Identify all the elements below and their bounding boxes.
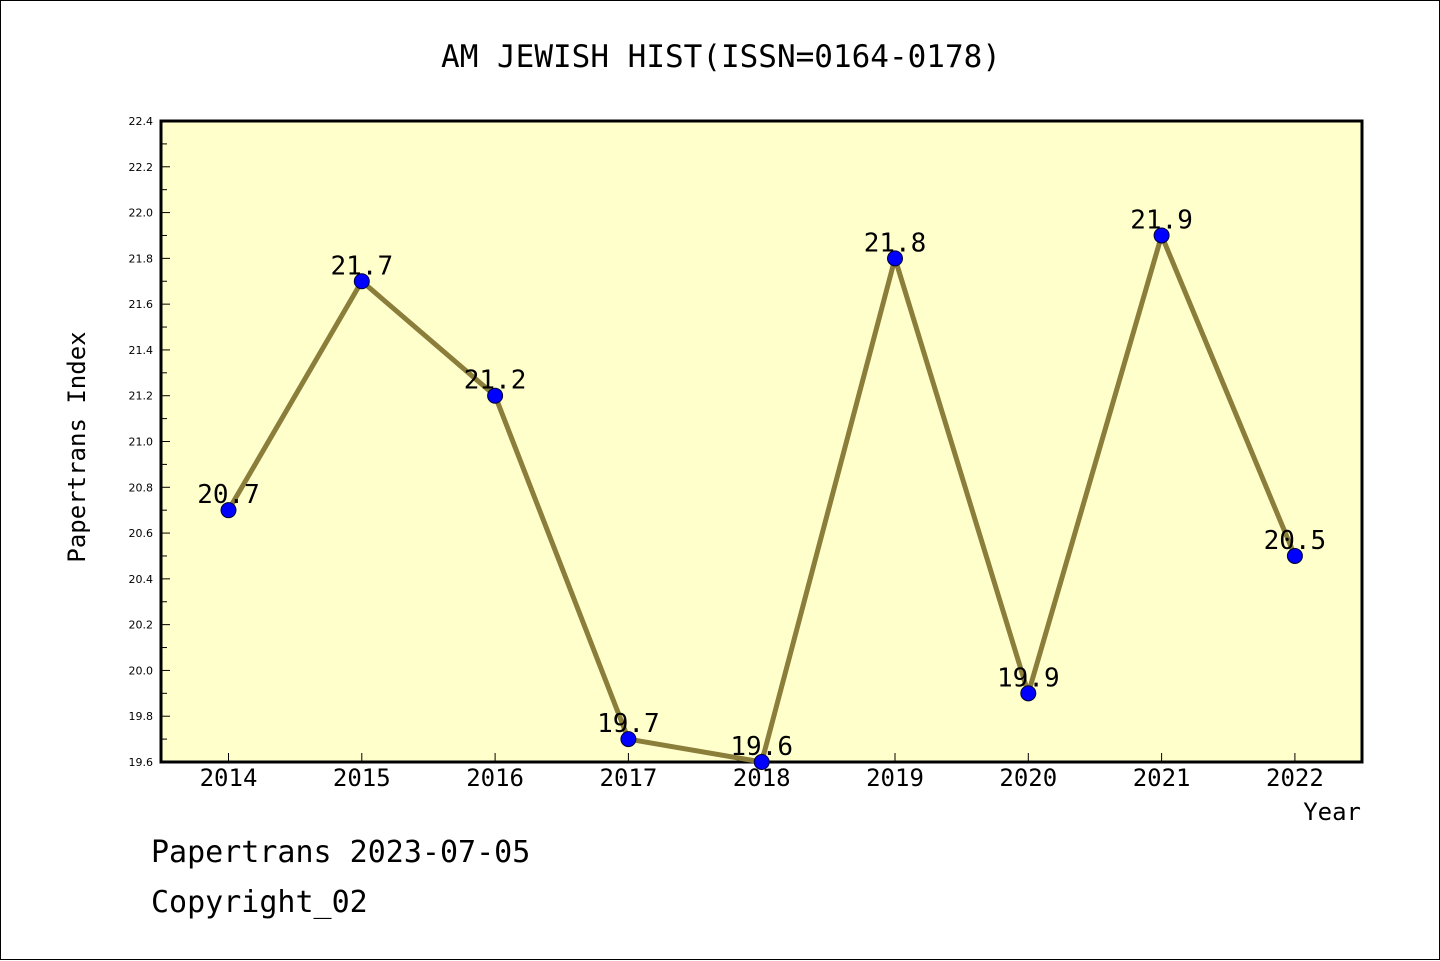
data-label: 19.7: [597, 709, 660, 739]
data-labels: 20.7 21.7 21.2 19.7 19.6 21.8 19.9 21.9 20.5: [197, 205, 1326, 762]
data-point: [487, 387, 504, 404]
data-point: [353, 273, 370, 290]
x-axis: 2014 2015 2016 2017 2018 2019 2020 2021 2022: [200, 753, 1324, 792]
data-point: [220, 502, 237, 519]
data-label: 21.9: [1130, 205, 1193, 235]
data-label: 20.5: [1264, 526, 1327, 556]
footer-date-text: Papertrans 2023-07-05: [151, 835, 531, 870]
y-tick-label: 22.0: [129, 207, 154, 220]
y-axis-title: Papertrans Index: [63, 331, 91, 562]
y-tick-label: 19.6: [129, 756, 154, 769]
footer-copyright-text: Copyright_02: [151, 885, 368, 920]
y-tick-label: 21.2: [129, 390, 154, 403]
data-point: [1286, 547, 1303, 564]
y-tick-label: 20.4: [129, 573, 154, 586]
y-tick-label: 20.6: [129, 527, 154, 540]
x-tick-label: 2017: [600, 764, 658, 792]
data-label: 19.6: [730, 732, 793, 762]
y-tick-label: 22.4: [129, 115, 154, 128]
x-axis-title: Year: [1303, 798, 1361, 826]
x-tick-label: 2014: [200, 764, 258, 792]
x-tick-label: 2020: [999, 764, 1057, 792]
data-point: [620, 731, 637, 748]
data-label: 20.7: [197, 480, 260, 510]
data-point: [1153, 227, 1170, 244]
x-tick-label: 2019: [866, 764, 924, 792]
data-label: 19.9: [997, 663, 1060, 693]
y-tick-label: 20.2: [129, 619, 154, 632]
x-tick-label: 2016: [466, 764, 524, 792]
y-tick-label: 20.0: [129, 664, 154, 677]
y-tick-label: 22.2: [129, 161, 154, 174]
y-tick-label: 20.8: [129, 481, 154, 494]
data-label: 21.7: [330, 251, 393, 281]
y-axis: 19.6 19.8 20.0 20.2 20.4 20.6 20.8 21.0 21.2 21.4…: [129, 115, 170, 769]
x-tick-label: 2021: [1133, 764, 1191, 792]
y-tick-label: 21.8: [129, 252, 154, 265]
data-point: [1020, 685, 1037, 702]
y-tick-label: 21.0: [129, 436, 154, 449]
data-label: 21.8: [864, 228, 927, 258]
data-point: [753, 754, 770, 770]
data-label: 21.2: [464, 366, 527, 396]
data-point: [887, 250, 903, 267]
x-tick-label: 2015: [333, 764, 391, 792]
y-tick-label: 19.8: [129, 710, 154, 723]
y-tick-label: 21.4: [129, 344, 154, 357]
y-tick-label: 21.6: [129, 298, 154, 311]
series-markers: [220, 227, 1303, 770]
chart-title: AM JEWISH HIST(ISSN=0164-0178): [441, 39, 1001, 75]
x-tick-label: 2022: [1266, 764, 1324, 792]
